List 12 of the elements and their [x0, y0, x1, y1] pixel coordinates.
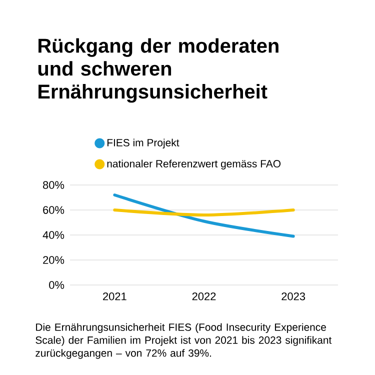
y-tick-label: 40%: [42, 231, 64, 239]
text: Die Ernährungsunsicherheit FIES (Food Insecurity Experience Scale) der Familien im Projekt ist von 2021 bis 2023 signifikant zurückgegangen – von 72% auf 39%.: [36, 323, 332, 359]
chart-title: Rückgang der moderaten und schweren Ernährungsunsicherheit: [38, 38, 278, 103]
y-tick-label: 20%: [43, 256, 64, 264]
y-tick-label: 60%: [43, 206, 64, 214]
y-tick-label: 80%: [43, 181, 64, 189]
x-tick-label: 2023: [282, 292, 306, 300]
x-tick-label: 2021: [103, 292, 126, 300]
legend-label: nationaler Referenzwert gemäss FAO: [107, 160, 281, 170]
x-tick-label: 2022: [192, 292, 216, 300]
legend-label: FIES im Projekt: [107, 138, 180, 148]
y-tick-label: 0%: [49, 281, 64, 289]
